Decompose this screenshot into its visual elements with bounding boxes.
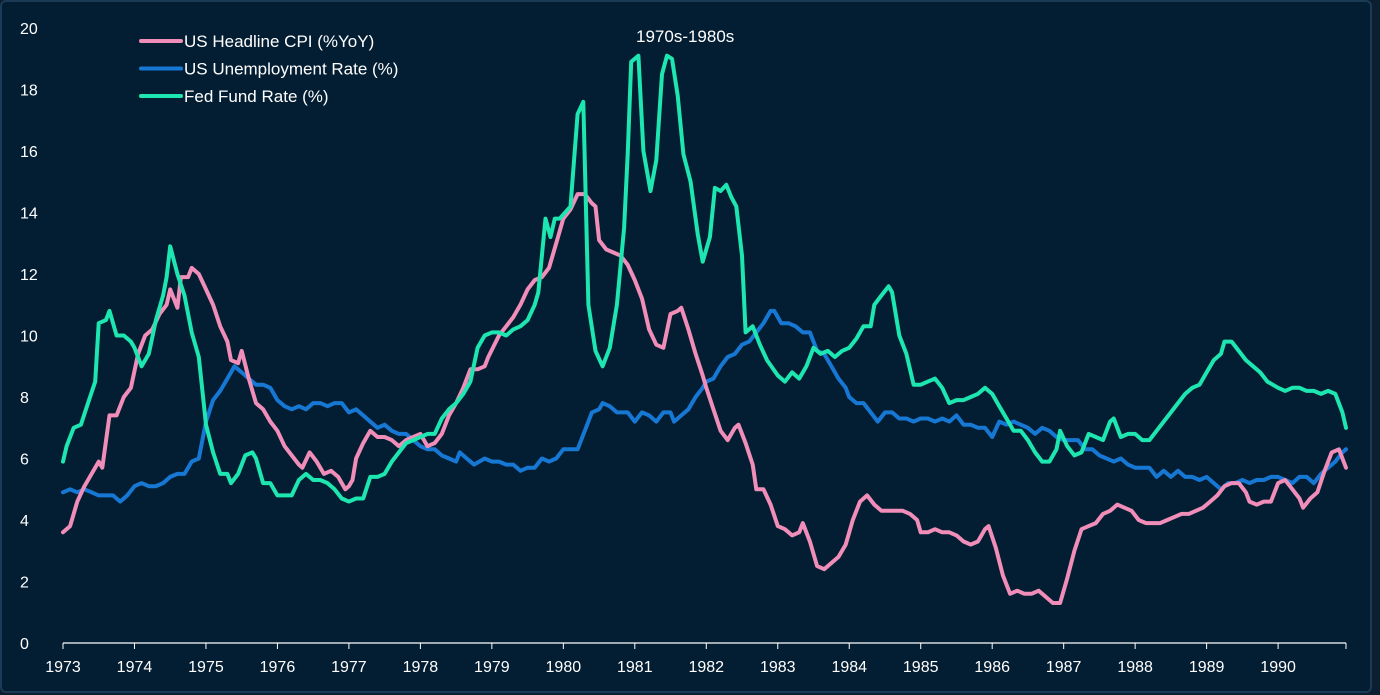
x-tick-label: 1985 — [903, 659, 939, 676]
y-tick-label: 4 — [20, 513, 29, 530]
series-line-2 — [61, 53, 1348, 504]
x-tick-label: 1984 — [831, 659, 867, 676]
x-tick-label: 1983 — [760, 659, 796, 676]
y-tick-label: 20 — [20, 21, 38, 38]
legend: US Headline CPI (%YoY) US Unemployment Ra… — [139, 32, 398, 106]
x-tick-label: 1973 — [45, 659, 81, 676]
x-tick-label: 1986 — [974, 659, 1010, 676]
y-tick-label: 10 — [20, 329, 38, 346]
x-tick-label: 1987 — [1046, 659, 1082, 676]
x-tick-label: 1977 — [331, 659, 367, 676]
x-tick-label: 1978 — [403, 659, 439, 676]
x-tick-label: 1990 — [1260, 659, 1296, 676]
x-tick-label: 1974 — [117, 659, 153, 676]
series-line-0 — [61, 192, 1348, 605]
y-tick-label: 14 — [20, 206, 38, 223]
x-tick-label: 1982 — [688, 659, 724, 676]
x-tick-label: 1989 — [1189, 659, 1225, 676]
x-tick-label: 1975 — [188, 659, 224, 676]
y-tick-label: 12 — [20, 267, 38, 284]
y-tick-label: 0 — [20, 636, 29, 653]
legend-label: Fed Fund Rate (%) — [184, 87, 329, 106]
legend-label: US Headline CPI (%YoY) — [184, 32, 374, 51]
y-tick-label: 8 — [20, 390, 29, 407]
axes: 0 2 4 6 8 10 12 14 16 18 20 1973 1974 1975 1976 1977 197… — [20, 21, 1347, 676]
x-tick-label: 1979 — [474, 659, 510, 676]
series-line-1 — [61, 308, 1348, 504]
y-tick-label: 16 — [20, 144, 38, 161]
x-tick-label: 1980 — [546, 659, 582, 676]
y-tick-label: 2 — [20, 575, 29, 592]
y-tick-label: 6 — [20, 452, 29, 469]
legend-label: US Unemployment Rate (%) — [184, 60, 398, 79]
x-tick-label: 1988 — [1117, 659, 1153, 676]
x-tick-label: 1981 — [617, 659, 653, 676]
x-tick-label: 1976 — [260, 659, 296, 676]
series-layer — [61, 53, 1348, 605]
annotations: 1970s-1980s — [636, 27, 734, 46]
annotation-label: 1970s-1980s — [636, 27, 734, 46]
y-tick-label: 18 — [20, 83, 38, 100]
